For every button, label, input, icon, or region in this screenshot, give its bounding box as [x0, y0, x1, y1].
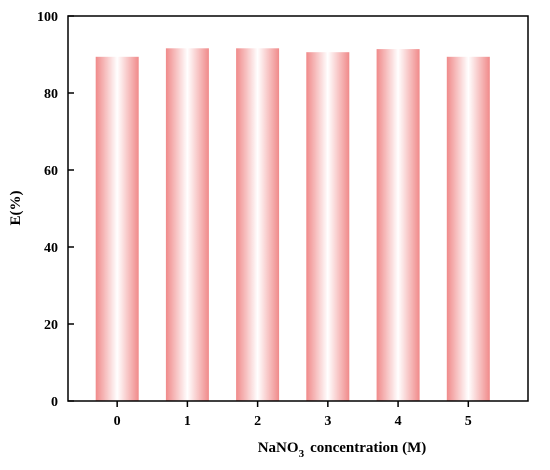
- y-tick-label-20: 20: [44, 318, 58, 333]
- bar-4: [376, 49, 420, 401]
- bar-2: [236, 48, 280, 402]
- bar-0: [95, 56, 139, 402]
- x-axis-title-main: NaNO: [258, 440, 299, 456]
- y-tick-label-0: 0: [51, 395, 58, 410]
- bar-3: [306, 52, 350, 401]
- x-tick-label-2: 2: [254, 414, 261, 429]
- bar-5: [446, 56, 490, 402]
- y-tick-label-80: 80: [44, 87, 58, 102]
- axes-group: 0 1 2 3 4 5 0 20 40 60 80 100: [37, 10, 529, 429]
- x-tick-label-1: 1: [184, 414, 191, 429]
- bars-group: [95, 48, 490, 402]
- x-axis-title-subscript: 3: [299, 448, 305, 460]
- y-tick-label-60: 60: [44, 164, 58, 179]
- bar-1: [165, 48, 209, 402]
- labels-group: E(%) NaNO3 concentration (M): [8, 191, 426, 461]
- x-tick-label-5: 5: [465, 414, 472, 429]
- y-tick-label-40: 40: [44, 241, 58, 256]
- y-tick-label-100: 100: [37, 10, 58, 25]
- x-axis-title-rest: concentration (M): [310, 440, 426, 456]
- x-axis-title: NaNO3 concentration (M): [258, 440, 427, 460]
- x-tick-label-0: 0: [114, 414, 121, 429]
- x-tick-label-4: 4: [395, 414, 402, 429]
- plot-frame: [67, 15, 529, 402]
- x-tick-label-3: 3: [324, 414, 331, 429]
- y-axis-title: E(%): [8, 191, 24, 226]
